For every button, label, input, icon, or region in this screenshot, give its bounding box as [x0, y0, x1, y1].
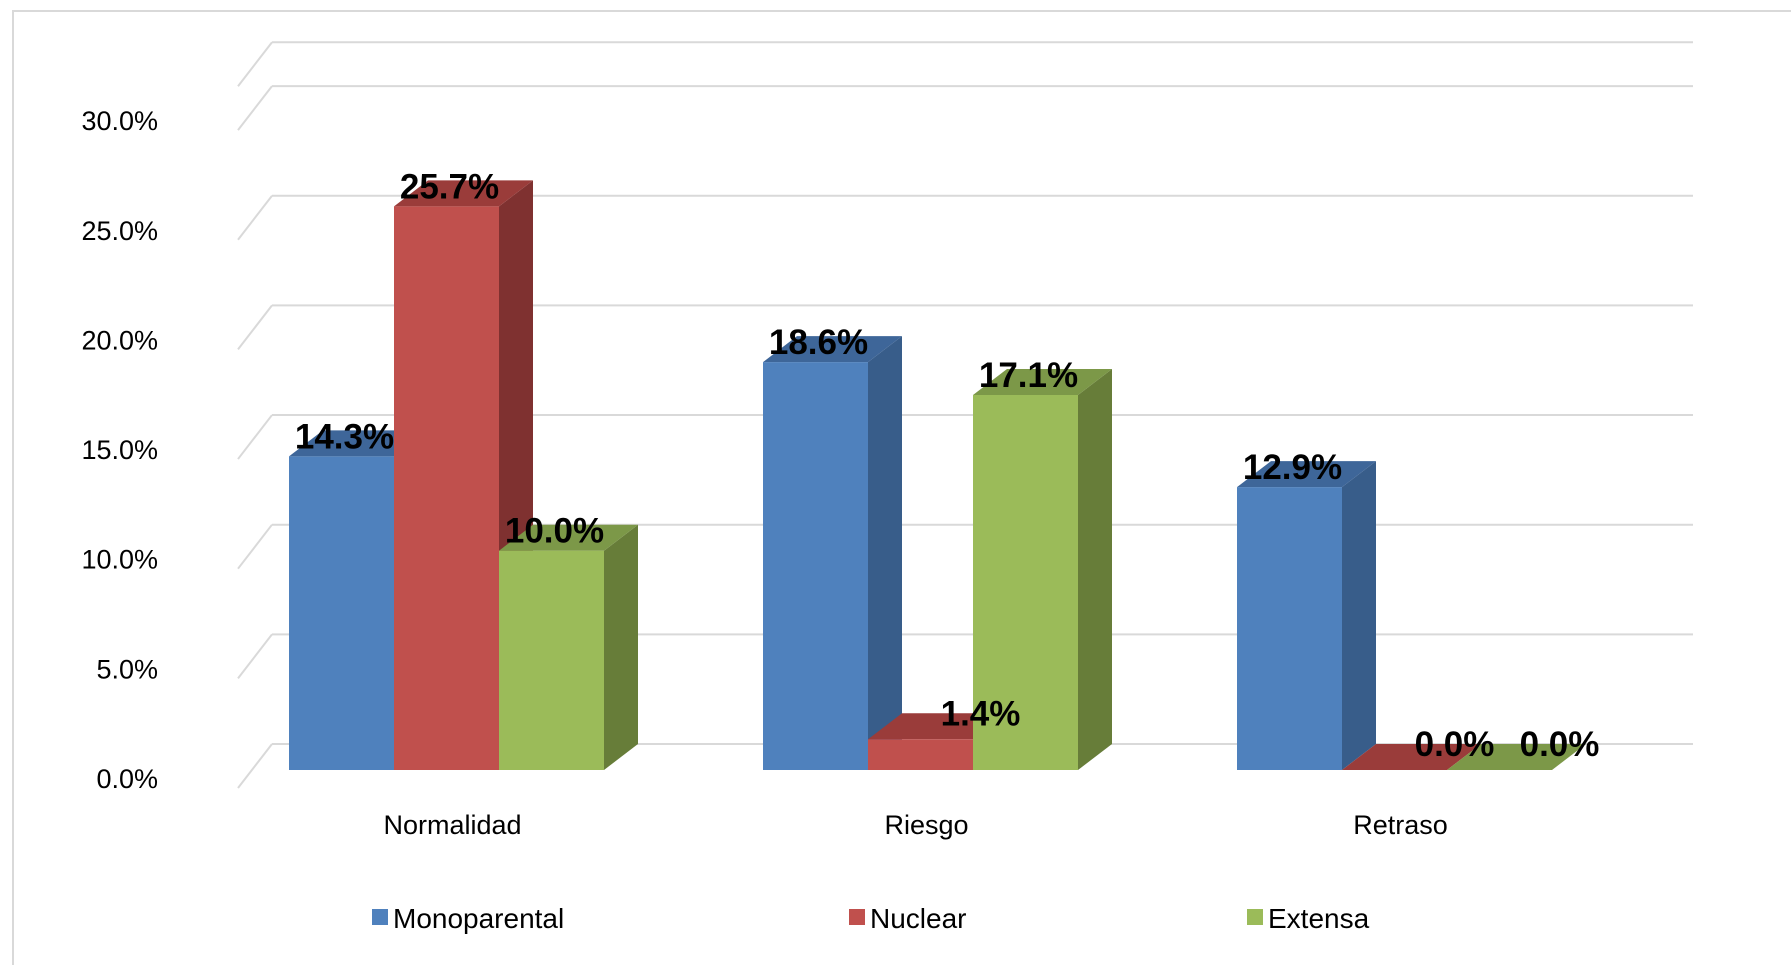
legend-item-extensa: Extensa: [1247, 903, 1370, 934]
bar-top: [289, 430, 428, 457]
y-tick-label: 10.0%: [81, 545, 158, 575]
bar-top: [394, 180, 533, 207]
legend-item-nuclear: Nuclear: [849, 903, 966, 934]
legend: Monoparental Nuclear Extensa: [372, 903, 1370, 934]
bar-top: [868, 713, 1007, 740]
legend-label: Extensa: [1268, 903, 1370, 934]
data-label: 14.3%: [295, 417, 394, 456]
data-label: 0.0%: [1415, 725, 1495, 764]
bar-extensa-retraso: [1447, 744, 1586, 770]
bar-monoparental-riesgo: [763, 336, 902, 770]
wall-gridline: [237, 414, 273, 460]
y-tick-label: 0.0%: [96, 764, 158, 794]
bar-front: [868, 739, 973, 770]
bar-side: [604, 524, 638, 770]
data-label: 10.0%: [505, 512, 604, 551]
category-label: Normalidad: [383, 810, 521, 840]
bar-top: [973, 368, 1112, 395]
bar-top: [763, 336, 902, 363]
data-label: 25.7%: [400, 167, 499, 206]
wall-gridline: [237, 41, 273, 87]
wall-gridline: [237, 304, 273, 351]
y-tick-label: 25.0%: [81, 216, 158, 246]
wall-gridline: [237, 85, 273, 131]
wall-gridline: [237, 524, 273, 570]
legend-label: Monoparental: [393, 903, 564, 934]
y-tick-label: 5.0%: [96, 654, 158, 684]
category-label: Riesgo: [884, 810, 968, 840]
bar-front: [394, 206, 499, 771]
wall-gridline: [237, 195, 273, 241]
wall-gridline: [237, 633, 273, 679]
category-label: Retraso: [1353, 810, 1448, 840]
legend-swatch: [1247, 909, 1263, 925]
bar-top: [499, 524, 638, 551]
data-label: 18.6%: [769, 323, 868, 362]
legend-label: Nuclear: [870, 903, 966, 934]
legend-swatch: [849, 909, 865, 925]
data-label: 1.4%: [941, 694, 1021, 733]
bar-front: [763, 362, 868, 770]
bars: [289, 180, 1586, 771]
data-labels: 14.3% 25.7% 10.0% 18.6% 1.4% 17.1% 12.9% 0.0% 0.…: [295, 167, 1600, 764]
bar-extensa-riesgo: [973, 368, 1112, 770]
legend-swatch: [372, 909, 388, 925]
bar-side: [1078, 368, 1112, 770]
y-tick-label: 15.0%: [81, 435, 158, 465]
bar-front: [973, 394, 1078, 770]
bar-front: [289, 456, 394, 770]
data-label: 12.9%: [1243, 448, 1342, 487]
bar-side: [1342, 461, 1376, 770]
bar-nuclear-retraso: [1342, 744, 1481, 770]
bar-top: [1237, 461, 1376, 488]
bar-monoparental-retraso: [1237, 461, 1376, 770]
y-tick-label: 20.0%: [81, 325, 158, 355]
bar-top: [1342, 744, 1481, 770]
bar-extensa-normalidad: [499, 524, 638, 770]
data-label: 17.1%: [979, 356, 1078, 395]
data-label: 0.0%: [1520, 725, 1600, 764]
wall-gridline: [237, 743, 273, 789]
y-tick-label: 30.0%: [81, 106, 158, 136]
y-axis-ticks: 0.0% 5.0% 10.0% 15.0% 20.0% 25.0% 30.0%: [81, 106, 158, 794]
bar-front: [499, 550, 604, 770]
bar-top: [1447, 744, 1586, 770]
bar-front: [1237, 487, 1342, 770]
bar-side: [868, 336, 902, 770]
legend-item-monoparental: Monoparental: [372, 903, 564, 934]
chart-frame: [12, 10, 1791, 965]
x-axis-categories: Normalidad Riesgo Retraso: [383, 810, 1447, 840]
